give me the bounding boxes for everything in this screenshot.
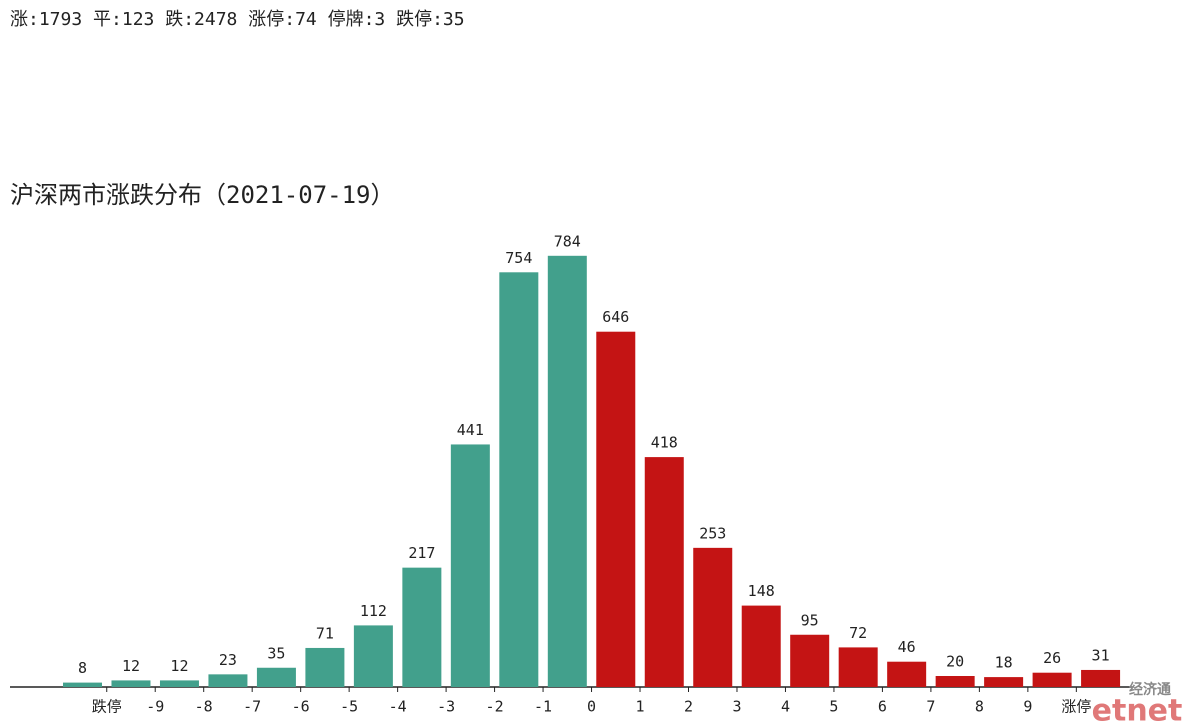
bar xyxy=(450,444,490,687)
value-label: 253 xyxy=(699,524,726,542)
value-label: 72 xyxy=(849,624,867,642)
x-tick-label: -2 xyxy=(486,698,504,716)
x-tick-label: 1 xyxy=(636,698,645,716)
value-label: 71 xyxy=(316,624,334,642)
bar xyxy=(887,661,927,687)
bar xyxy=(1032,672,1072,687)
x-tick-label: 7 xyxy=(926,698,935,716)
chart-title: 沪深两市涨跌分布（2021-07-19） xyxy=(10,181,395,209)
value-label: 18 xyxy=(995,654,1013,672)
value-label: 20 xyxy=(946,653,964,671)
bar xyxy=(159,680,199,687)
bar xyxy=(353,625,393,687)
value-label: 23 xyxy=(219,651,237,669)
value-label: 8 xyxy=(78,659,87,677)
bar xyxy=(499,272,539,687)
watermark-bottom: etnet xyxy=(1092,694,1182,726)
x-tick-label: -1 xyxy=(534,698,552,716)
bar xyxy=(984,677,1024,687)
value-label: 784 xyxy=(554,232,581,250)
value-label: 12 xyxy=(122,657,140,675)
x-tick-label: -9 xyxy=(146,698,164,716)
bar xyxy=(111,680,151,687)
value-label: 95 xyxy=(801,611,819,629)
bar xyxy=(644,457,684,687)
x-tick-label: -4 xyxy=(389,698,407,716)
value-label: 112 xyxy=(360,602,387,620)
value-label: 31 xyxy=(1092,646,1110,664)
x-tick-label: -3 xyxy=(437,698,455,716)
value-label: 441 xyxy=(457,421,484,439)
value-label: 217 xyxy=(408,544,435,562)
x-tick-label: 8 xyxy=(975,698,984,716)
bar xyxy=(741,605,781,687)
x-tick-label: 涨停 xyxy=(1061,698,1091,716)
bar xyxy=(547,255,587,688)
x-tick-label: 9 xyxy=(1023,698,1032,716)
x-tick-label: 2 xyxy=(684,698,693,716)
bar xyxy=(305,647,345,687)
x-tick-label: 3 xyxy=(732,698,741,716)
bar xyxy=(208,674,248,687)
bar xyxy=(1081,669,1121,687)
value-label: 12 xyxy=(170,657,188,675)
x-tick-label: -6 xyxy=(292,698,310,716)
watermark-top: 经济通 xyxy=(1129,681,1171,698)
value-label: 148 xyxy=(748,582,775,600)
x-tick-label: 0 xyxy=(587,698,596,716)
x-tick-label: 4 xyxy=(781,698,790,716)
x-tick-label: 跌停 xyxy=(92,698,122,716)
value-label: 46 xyxy=(898,638,916,656)
x-tick-label: -5 xyxy=(340,698,358,716)
bar xyxy=(935,676,975,687)
summary: 涨:1793 平:123 跌:2478 涨停:74 停牌:3 跌停:35 xyxy=(10,9,465,30)
value-label: 35 xyxy=(267,644,285,662)
bar xyxy=(693,547,733,687)
x-tick-label: 6 xyxy=(878,698,887,716)
bar xyxy=(838,647,878,687)
bar xyxy=(256,667,296,687)
value-label: 754 xyxy=(505,249,532,267)
x-tick-label: -8 xyxy=(195,698,213,716)
bar xyxy=(402,567,442,687)
value-label: 646 xyxy=(602,308,629,326)
bar xyxy=(790,634,830,687)
value-label: 26 xyxy=(1043,649,1061,667)
x-tick-label: 5 xyxy=(829,698,838,716)
bar xyxy=(63,682,102,687)
x-tick-label: -7 xyxy=(243,698,261,716)
bar xyxy=(596,331,636,687)
value-label: 418 xyxy=(651,434,678,452)
